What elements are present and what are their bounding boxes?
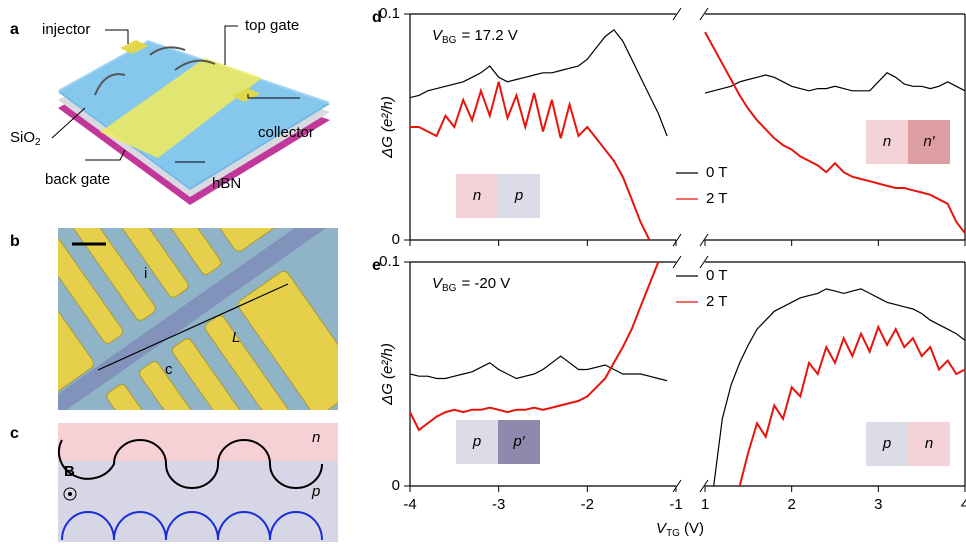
legend-label: 2 T xyxy=(706,190,727,207)
axis-break xyxy=(673,256,708,268)
y-axis-label: ΔG (e²/h) xyxy=(379,96,396,159)
axis-break xyxy=(673,480,708,492)
label-sio2-text: SiO xyxy=(10,129,35,146)
p-region xyxy=(58,461,338,542)
x-tick-label: 4 xyxy=(961,496,966,513)
label-collector: collector xyxy=(258,124,314,141)
x-label-unit: (V) xyxy=(684,520,704,537)
legend-label: 0 T xyxy=(706,164,727,181)
inset-label: p xyxy=(514,187,523,204)
panel-letter: a xyxy=(10,21,19,38)
x-tick-label: 2 xyxy=(787,496,795,513)
y-tick-label: 0 xyxy=(392,231,400,248)
label-l: L xyxy=(232,329,240,346)
label-top-gate: top gate xyxy=(245,17,299,34)
legend-label: 2 T xyxy=(706,293,727,310)
label-back-gate: back gate xyxy=(45,171,110,188)
x-tick-label: -3 xyxy=(492,496,505,513)
panel-letter: b xyxy=(10,233,20,250)
label-n: n xyxy=(312,429,320,446)
figure: a injector top gate SiO2 collector back … xyxy=(0,0,966,544)
x-tick-label: -1 xyxy=(669,496,682,513)
y-tick-label: 0 xyxy=(392,477,400,494)
label-c: c xyxy=(165,361,173,378)
annotation-text: = 17.2 V xyxy=(461,27,517,44)
x-label-sub: TG xyxy=(666,528,680,539)
inset-label: n xyxy=(883,133,891,150)
n-region xyxy=(58,423,338,461)
label-i: i xyxy=(144,265,147,282)
annotation-sub: BG xyxy=(442,283,457,294)
annotation-text: = -20 V xyxy=(461,275,510,292)
label-sio2-sub: 2 xyxy=(35,137,41,148)
inset-label: n′ xyxy=(923,133,935,150)
inset-label: n xyxy=(925,435,933,452)
label-injector: injector xyxy=(42,21,90,38)
axis-break xyxy=(673,234,708,246)
field-dot xyxy=(68,492,72,496)
annotation: VBG= 17.2 V xyxy=(432,27,518,46)
inset-label: p xyxy=(882,435,891,452)
panel-letter: c xyxy=(10,425,19,442)
x-tick-label: -4 xyxy=(403,496,416,513)
y-tick-label: 0.1 xyxy=(379,253,400,270)
x-tick-label: 1 xyxy=(701,496,709,513)
label-p: p xyxy=(311,483,320,500)
x-axis-label: VTG(V) xyxy=(656,520,704,539)
annotation-sub: BG xyxy=(442,35,457,46)
y-tick-label: 0.1 xyxy=(379,5,400,22)
x-tick-label: -2 xyxy=(581,496,594,513)
x-tick-label: 3 xyxy=(874,496,882,513)
inset-label: n xyxy=(473,187,481,204)
annotation: VBG= -20 V xyxy=(432,275,510,294)
inset-label: p xyxy=(472,433,481,450)
axis-break xyxy=(673,8,708,20)
legend-label: 0 T xyxy=(706,267,727,284)
inset-label: p′ xyxy=(512,433,525,450)
panel-a: a injector top gate SiO2 collector back … xyxy=(10,17,330,205)
y-axis-label: ΔG (e²/h) xyxy=(379,343,396,406)
label-sio2: SiO2 xyxy=(10,129,41,148)
label-hbn: hBN xyxy=(212,175,241,192)
label-b: B xyxy=(64,463,75,480)
panel-c: c n p B xyxy=(10,423,338,542)
